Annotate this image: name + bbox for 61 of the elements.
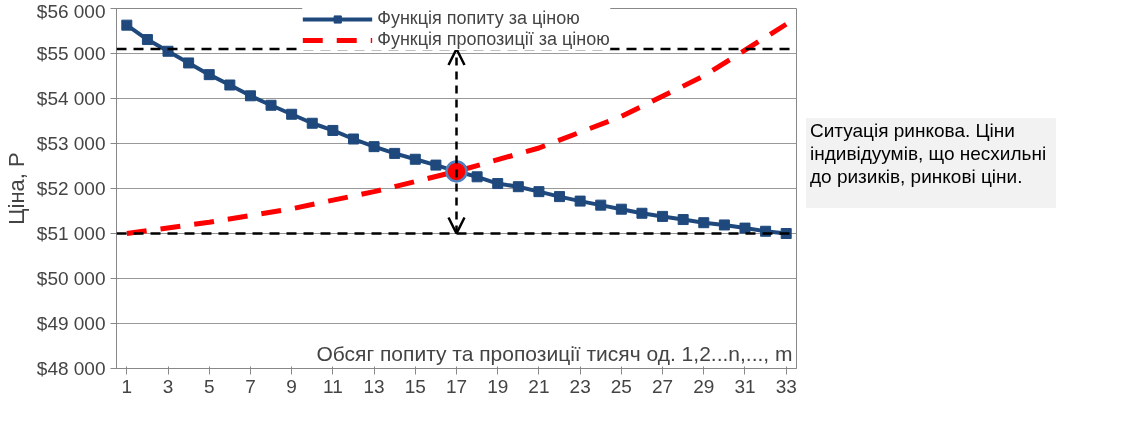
- x-tick-label: 31: [734, 375, 756, 397]
- y-tick-label: $49 000: [36, 313, 106, 334]
- point: [224, 79, 236, 91]
- x-tick-label: 27: [651, 375, 674, 397]
- y-tick-label: $50 000: [36, 268, 106, 289]
- point: [677, 214, 689, 226]
- x-tick-label: 21: [528, 375, 550, 397]
- y-axis-title: Ціна, Р: [3, 152, 29, 225]
- point: [244, 90, 256, 102]
- y-tick-label: $52 000: [36, 178, 106, 199]
- point: [327, 124, 339, 136]
- point: [739, 222, 751, 234]
- x-tick-label: 5: [203, 375, 215, 397]
- y-tick-label: $53 000: [36, 133, 106, 154]
- point: [141, 34, 153, 46]
- point: [471, 171, 483, 183]
- x-axis-title: Обсяг попиту та пропозиції тисяч од. 1,2...n,..., m: [316, 341, 793, 365]
- text: Ситуація ринкова. Ціни індивідуумів, що несхильні до ризиків, ринкові ціни.: [810, 120, 1048, 189]
- point: [409, 153, 421, 165]
- point: [121, 19, 133, 31]
- x-tick-label: 33: [775, 375, 797, 397]
- point: [368, 141, 380, 153]
- point: [265, 99, 277, 111]
- point: [698, 217, 710, 229]
- x-tick-label: 25: [610, 375, 632, 397]
- point: [203, 69, 215, 81]
- y-tick-label: $55 000: [36, 43, 106, 64]
- x-tick-label: 29: [693, 375, 715, 397]
- point: [430, 159, 442, 171]
- point: [657, 210, 669, 222]
- x-tick-label: 19: [487, 375, 509, 397]
- point: [389, 147, 401, 159]
- point: [347, 133, 359, 145]
- legend-label: Функція пропозиції за ціною: [377, 29, 610, 50]
- y-tick-label: $56 000: [36, 0, 106, 22]
- point: [574, 195, 586, 207]
- y-tick-label: $51 000: [36, 223, 106, 244]
- point: [286, 108, 298, 120]
- point: [533, 186, 545, 198]
- point: [183, 57, 195, 69]
- point: [636, 207, 648, 219]
- x-tick-label: 11: [323, 375, 343, 397]
- point: [512, 181, 524, 193]
- x-tick-label: 1: [121, 375, 133, 397]
- point: [306, 117, 318, 129]
- x-tick-label: 17: [445, 375, 468, 397]
- legend-label: Функція попиту за ціною: [377, 8, 580, 29]
- x-tick-label: 15: [404, 375, 426, 397]
- x-tick-label: 23: [569, 375, 591, 397]
- point: [718, 219, 730, 231]
- y-tick-label: $48 000: [36, 358, 106, 379]
- x-tick-label: 7: [245, 375, 256, 397]
- point: [595, 199, 607, 211]
- point: [554, 191, 566, 203]
- y-tick-label: $54 000: [36, 88, 106, 109]
- x-tick-label: 9: [286, 375, 297, 397]
- point: [162, 45, 174, 57]
- x-tick-label: 13: [363, 375, 385, 397]
- x-tick-label: 3: [162, 375, 174, 397]
- point: [615, 203, 627, 215]
- point: [492, 178, 504, 190]
